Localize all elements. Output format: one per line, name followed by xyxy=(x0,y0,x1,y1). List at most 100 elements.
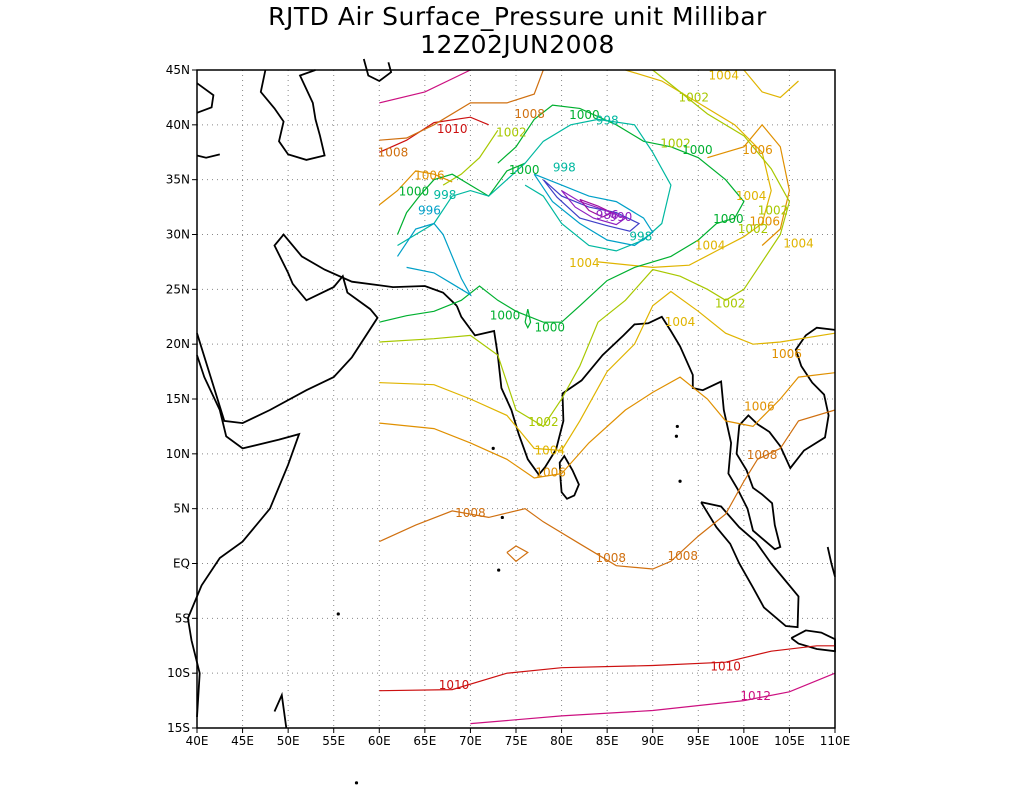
contour-label: 1004 xyxy=(534,444,565,458)
contour-label: 1010 xyxy=(710,660,741,674)
lon-tick-label: 70E xyxy=(459,734,482,748)
contour-label: 1004 xyxy=(569,256,600,270)
contour-label: 1008 xyxy=(378,145,409,159)
contour-label: 998 xyxy=(629,230,652,244)
contour-label: 1004 xyxy=(736,189,767,203)
lon-tick-label: 95E xyxy=(687,734,710,748)
lon-tick-label: 40E xyxy=(186,734,209,748)
contour-label: 986 xyxy=(596,208,619,222)
island xyxy=(497,568,501,572)
contour-label: 1004 xyxy=(709,68,740,82)
isobar xyxy=(397,118,672,252)
contour-label: 1000 xyxy=(490,309,521,323)
lon-tick-label: 105E xyxy=(774,734,805,748)
contour-label: 1000 xyxy=(399,185,430,199)
contour-label: 998 xyxy=(596,113,619,127)
coastline xyxy=(826,546,836,577)
axis-ticks: 40E 45E 50E 55E 60E 65E 70E 75E 80E 85E 90E 95E 100E… xyxy=(166,63,851,748)
lat-tick-label: 10N xyxy=(166,447,190,461)
coastline xyxy=(196,233,458,425)
lat-tick-label: 35N xyxy=(166,173,190,187)
coastline xyxy=(186,354,301,718)
contour-label: 1012 xyxy=(740,689,771,703)
isobar xyxy=(397,222,473,297)
contour-label: 1002 xyxy=(758,203,789,217)
isobar xyxy=(561,190,627,226)
lat-tick-label: 20N xyxy=(166,337,190,351)
lat-tick-label: 45N xyxy=(166,63,190,77)
isobar xyxy=(378,170,453,206)
isobar xyxy=(379,69,544,141)
contour-label: 1006 xyxy=(414,168,445,182)
contour-label: 1010 xyxy=(437,122,468,136)
lat-tick-label: 40N xyxy=(166,118,190,132)
lon-tick-label: 110E xyxy=(820,734,851,748)
contour-label: 998 xyxy=(553,161,576,175)
contour-label: 1006 xyxy=(750,214,781,228)
contour-label: 1008 xyxy=(747,448,778,462)
contour-label: 998 xyxy=(433,188,456,202)
isobar xyxy=(379,409,836,570)
lat-tick-label: 5N xyxy=(173,502,190,516)
contour-label: 1008 xyxy=(668,549,699,563)
isobar xyxy=(707,123,791,246)
coastline xyxy=(196,153,221,159)
contour-label: 1008 xyxy=(596,551,627,565)
coastline xyxy=(259,69,326,161)
contour-label: 1000 xyxy=(534,321,565,335)
island xyxy=(336,612,340,616)
isobar xyxy=(442,129,499,186)
lon-tick-label: 60E xyxy=(368,734,391,748)
contour-label: 1006 xyxy=(535,465,566,479)
coastline xyxy=(558,454,580,500)
lat-tick-label: 25N xyxy=(166,282,190,296)
island xyxy=(500,515,504,520)
lat-tick-label: EQ xyxy=(173,557,190,571)
contour-label: 1006 xyxy=(742,143,773,157)
lon-tick-label: 100E xyxy=(729,734,760,748)
isobar xyxy=(579,198,614,218)
isobar xyxy=(379,69,791,428)
contour-label: 1002 xyxy=(715,297,746,311)
lat-tick-label: 10S xyxy=(167,666,190,680)
isobar xyxy=(524,308,532,330)
lat-tick-label: 30N xyxy=(166,228,190,242)
contour-label: 1006 xyxy=(771,347,802,361)
isobar xyxy=(470,672,836,725)
coastline xyxy=(196,82,215,114)
isobar xyxy=(379,116,489,153)
isobar xyxy=(533,173,654,247)
coastlines xyxy=(186,58,836,785)
coastline xyxy=(455,305,836,551)
lon-tick-label: 75E xyxy=(505,734,528,748)
isobar xyxy=(379,372,836,479)
island xyxy=(678,479,682,483)
isobar xyxy=(379,645,835,692)
contour-label: 1004 xyxy=(695,238,726,252)
isobar xyxy=(379,104,745,323)
map-title: RJTD Air Surface_Pressure unit Millibar xyxy=(268,2,767,31)
pressure-contours xyxy=(378,69,836,725)
contour-label: 1006 xyxy=(744,400,775,414)
isobar xyxy=(542,179,641,232)
island xyxy=(674,434,679,438)
lat-tick-label: 15N xyxy=(166,392,190,406)
contour-label: 996 xyxy=(418,203,441,217)
lat-tick-label: 5S xyxy=(175,611,190,625)
contour-label: 1000 xyxy=(682,143,713,157)
island xyxy=(491,446,495,450)
isobar xyxy=(379,69,471,104)
lat-tick-label: 15S xyxy=(167,721,190,735)
contour-label: 990 xyxy=(609,210,632,224)
lon-tick-label: 85E xyxy=(596,734,619,748)
island xyxy=(354,781,359,785)
lon-tick-label: 90E xyxy=(641,734,664,748)
coastline xyxy=(700,501,800,629)
lon-tick-label: 80E xyxy=(550,734,573,748)
contour-label: 1000 xyxy=(509,163,540,177)
map-subtitle-datetime: 12Z02JUN2008 xyxy=(420,30,615,59)
contour-label: 1002 xyxy=(738,222,769,236)
contour-label: 1002 xyxy=(496,126,527,140)
